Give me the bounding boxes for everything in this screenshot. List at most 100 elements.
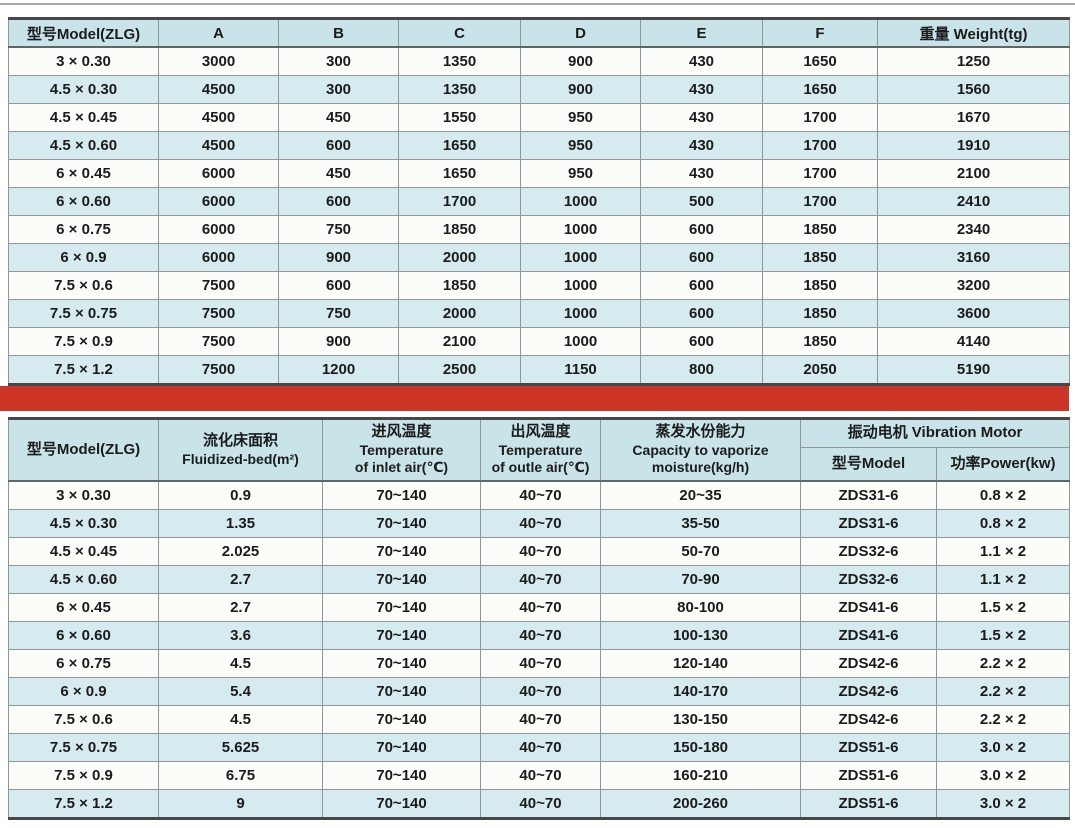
table-row: 6 × 0.60 3.6 70~140 40~70 100-130 ZDS41-6 1.5 …: [8, 621, 1071, 650]
table-cell: 140-170: [600, 677, 801, 706]
table-cell: ZDS41-6: [800, 621, 937, 650]
table-cell: 2.7: [158, 565, 323, 594]
table-cell: 1850: [398, 271, 521, 300]
table-cell: 0.8 × 2: [935, 480, 1071, 510]
table-cell: 70~140: [322, 621, 481, 650]
table-cell: 1000: [520, 187, 641, 216]
table-cell: 950: [520, 131, 641, 160]
table-cell: 1700: [762, 131, 878, 160]
table-cell: 6000: [158, 187, 279, 216]
table-row: 7.5 × 0.75 7500 750 2000 1000 600 1850 3600: [8, 299, 1070, 328]
header-row-2: 型号Model 功率Power(kw): [9, 447, 1071, 482]
table-cell: 50-70: [600, 537, 801, 566]
top-divider: [0, 3, 1075, 5]
table-cell: 6 × 0.45: [8, 159, 159, 188]
table-cell: ZDS42-6: [800, 649, 937, 678]
column-header-motor-power: 功率Power(kw): [935, 447, 1071, 482]
table-cell: 6.75: [158, 761, 323, 790]
performance-table-header: 型号Model(ZLG) 流化床面积 Fluidized-bed(m²) 进风温…: [8, 418, 1071, 482]
table-row: 7.5 × 0.6 7500 600 1850 1000 600 1850 3200: [8, 271, 1070, 300]
table-cell: 1850: [762, 215, 878, 244]
table-cell: 4.5 × 0.45: [8, 537, 159, 566]
column-header-weight: 重量 Weight(tg): [877, 18, 1070, 48]
header-line-cn: 蒸发水份能力: [655, 423, 746, 441]
table-cell: 3.0 × 2: [935, 761, 1071, 790]
table-cell: 900: [278, 243, 399, 272]
table-cell: 7.5 × 0.6: [8, 705, 159, 734]
table-cell: 0.9: [158, 480, 323, 510]
performance-table-container: 型号Model(ZLG) 流化床面积 Fluidized-bed(m²) 进风温…: [8, 417, 1071, 820]
table-cell: 1.1 × 2: [935, 537, 1071, 566]
header-line-cn: 出风温度: [510, 423, 571, 441]
column-header-fluidized-bed: 流化床面积 Fluidized-bed(m²): [158, 418, 323, 482]
table-cell: 40~70: [480, 621, 601, 650]
column-header-model: 型号Model(ZLG): [8, 418, 159, 482]
table-cell: ZDS42-6: [800, 705, 937, 734]
table-cell: 7.5 × 0.9: [8, 761, 159, 790]
table-cell: 7.5 × 0.6: [8, 271, 159, 300]
column-header-vaporize-capacity: 蒸发水份能力 Capacity to vaporize moisture(kg/…: [600, 418, 801, 482]
table-cell: 900: [278, 327, 399, 356]
table-cell: 1850: [762, 271, 878, 300]
table-cell: 430: [640, 46, 763, 76]
table-cell: ZDS41-6: [800, 593, 937, 622]
table-cell: 600: [640, 243, 763, 272]
table-cell: 450: [278, 103, 399, 132]
table-cell: 430: [640, 75, 763, 104]
table-cell: 6000: [158, 243, 279, 272]
table-cell: 1910: [877, 131, 1070, 160]
table-cell: 4.5: [158, 705, 323, 734]
table-row: 3 × 0.30 0.9 70~140 40~70 20~35 ZDS31-6 0.8 × …: [8, 480, 1071, 510]
table-cell: 2.7: [158, 593, 323, 622]
table-cell: 2.025: [158, 537, 323, 566]
table-cell: 100-130: [600, 621, 801, 650]
table-cell: 3.0 × 2: [935, 733, 1071, 762]
table-cell: 1000: [520, 243, 641, 272]
table-cell: 2100: [398, 327, 521, 356]
table-cell: 7.5 × 0.75: [8, 733, 159, 762]
table-row: 7.5 × 1.2 9 70~140 40~70 200-260 ZDS51-6 3.0 ×…: [8, 789, 1071, 819]
table-cell: 3160: [877, 243, 1070, 272]
table-cell: 3600: [877, 299, 1070, 328]
table-row: 7.5 × 0.9 6.75 70~140 40~70 160-210 ZDS51-6 3.…: [8, 761, 1071, 790]
table-row: 4.5 × 0.30 1.35 70~140 40~70 35-50 ZDS31-6 0.8…: [8, 509, 1071, 538]
table-cell: 3.6: [158, 621, 323, 650]
table-cell: 6000: [158, 159, 279, 188]
table-row: 6 × 0.45 6000 450 1650 950 430 1700 2100: [8, 159, 1070, 188]
table-cell: 1650: [398, 131, 521, 160]
table-row: 7.5 × 1.2 7500 1200 2500 1150 800 2050 5190: [8, 355, 1070, 385]
table-cell: 1.5 × 2: [935, 593, 1071, 622]
red-divider: [0, 386, 1069, 411]
table-cell: 1850: [398, 215, 521, 244]
table-cell: 900: [520, 46, 641, 76]
column-header-outlet-temperature: 出风温度 Temperature of outle air(℃): [480, 418, 601, 482]
table-row: 7.5 × 0.6 4.5 70~140 40~70 130-150 ZDS42-6 2.2…: [8, 705, 1071, 734]
table-cell: 430: [640, 159, 763, 188]
table-cell: 950: [520, 159, 641, 188]
header-line-cn: 流化床面积: [202, 431, 278, 449]
table-cell: 6 × 0.9: [8, 677, 159, 706]
table-cell: 7.5 × 1.2: [8, 355, 159, 385]
table-cell: 1.1 × 2: [935, 565, 1071, 594]
table-cell: 3200: [877, 271, 1070, 300]
table-cell: ZDS31-6: [800, 509, 937, 538]
table-cell: 6 × 0.60: [8, 621, 159, 650]
table-cell: 300: [278, 46, 399, 76]
table-cell: 6000: [158, 215, 279, 244]
table-cell: 1.5 × 2: [935, 621, 1071, 650]
table-row: 6 × 0.75 4.5 70~140 40~70 120-140 ZDS42-6 2.2 …: [8, 649, 1071, 678]
table-cell: 2000: [398, 299, 521, 328]
table-row: 4.5 × 0.60 2.7 70~140 40~70 70-90 ZDS32-6 1.1 …: [8, 565, 1071, 594]
table-cell: 600: [278, 271, 399, 300]
table-cell: 2340: [877, 215, 1070, 244]
column-header-vibration-motor: 振动电机 Vibration Motor: [799, 418, 1071, 448]
table-cell: 40~70: [480, 649, 601, 678]
table-cell: 70~140: [322, 789, 481, 819]
table-cell: 4.5 × 0.30: [8, 75, 159, 104]
table-cell: ZDS32-6: [800, 565, 937, 594]
column-header-f: F: [762, 18, 878, 48]
table-cell: 40~70: [480, 537, 601, 566]
table-cell: 200-260: [600, 789, 801, 819]
table-cell: 4.5 × 0.45: [8, 103, 159, 132]
table-cell: 1560: [877, 75, 1070, 104]
